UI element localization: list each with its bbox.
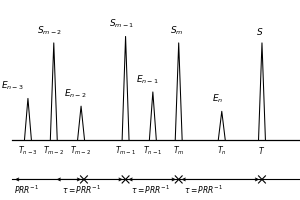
Text: $S$: $S$ bbox=[256, 26, 264, 37]
Text: $T_{n}$: $T_{n}$ bbox=[217, 145, 226, 157]
Text: $T$: $T$ bbox=[258, 145, 266, 156]
Text: $T_{n-1}$: $T_{n-1}$ bbox=[143, 145, 163, 157]
Text: $E_{n-1}$: $E_{n-1}$ bbox=[136, 73, 159, 86]
Text: $PRR^{-1}$: $PRR^{-1}$ bbox=[14, 183, 39, 196]
Text: $\tau = PRR^{-1}$: $\tau = PRR^{-1}$ bbox=[184, 183, 224, 196]
Text: $S_{m-1}$: $S_{m-1}$ bbox=[109, 18, 134, 30]
Text: $\tau = PRR^{-1}$: $\tau = PRR^{-1}$ bbox=[62, 183, 102, 196]
Text: $T_{n-3}$: $T_{n-3}$ bbox=[18, 145, 38, 157]
Text: $E_{n}$: $E_{n}$ bbox=[212, 93, 223, 105]
Text: $E_{n-2}$: $E_{n-2}$ bbox=[64, 88, 87, 100]
Text: $T_{m}$: $T_{m}$ bbox=[173, 145, 184, 157]
Text: $S_{m}$: $S_{m}$ bbox=[170, 24, 183, 37]
Text: $\tau = PRR^{-1}$: $\tau = PRR^{-1}$ bbox=[131, 183, 170, 196]
Text: $T_{m-1}$: $T_{m-1}$ bbox=[115, 145, 136, 157]
Text: $T_{m-2}$: $T_{m-2}$ bbox=[70, 145, 92, 157]
Text: $T_{m-2}$: $T_{m-2}$ bbox=[43, 145, 64, 157]
Text: $E_{n-3}$: $E_{n-3}$ bbox=[1, 80, 24, 92]
Text: $S_{m-2}$: $S_{m-2}$ bbox=[37, 24, 62, 37]
